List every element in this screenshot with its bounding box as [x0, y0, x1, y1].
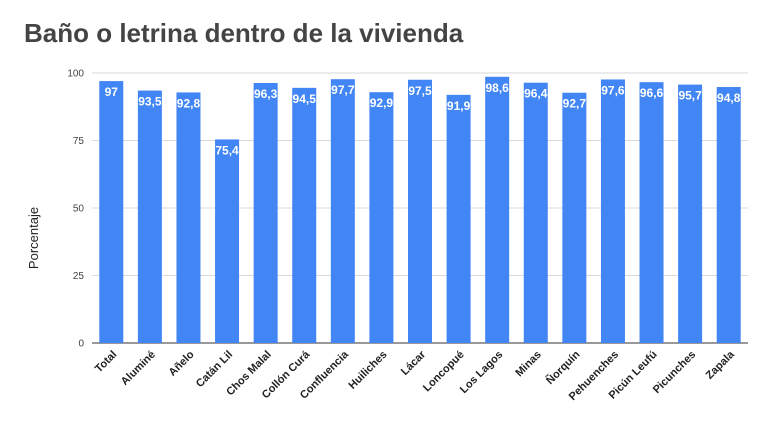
bar: [215, 139, 240, 343]
category-label: Zapala: [704, 348, 738, 382]
data-label: 96,4: [524, 87, 548, 101]
y-tick-label: 0: [78, 339, 84, 350]
bar: [408, 79, 432, 343]
y-axis-label: Porcentaje: [26, 207, 41, 269]
y-tick-label: 50: [73, 204, 85, 215]
bar: [562, 92, 587, 344]
data-label: 75,4: [215, 143, 239, 157]
y-tick-label: 75: [73, 136, 85, 147]
y-tick-label: 100: [67, 69, 84, 80]
data-labels: 97 93,5 92,8 75,4 96,3 94,5 97,7 92,9 97,5 91,9 98…: [105, 81, 741, 158]
data-label: 94,5: [293, 92, 317, 106]
category-label: Lácar: [399, 348, 429, 378]
data-label: 96,6: [640, 86, 664, 100]
data-label: 97,5: [408, 84, 432, 98]
bar: [485, 76, 510, 343]
data-label: 93,5: [138, 95, 162, 109]
data-label: 92,9: [370, 96, 394, 110]
bar: [99, 81, 124, 343]
data-label: 97,6: [601, 83, 625, 97]
data-label: 94,8: [717, 91, 741, 105]
data-label: 97: [105, 85, 119, 99]
category-label: Añelo: [166, 348, 196, 378]
data-label: 92,7: [563, 97, 587, 111]
data-label: 97,7: [331, 83, 355, 97]
chart-title: Baño o letrina dentro de la vivienda: [24, 18, 464, 48]
y-tick-label: 25: [73, 271, 85, 282]
bar: [600, 79, 625, 343]
bar: [523, 82, 548, 343]
data-label: 96,3: [254, 87, 278, 101]
category-label: Total: [93, 349, 119, 375]
bar: [330, 79, 355, 344]
bar: [446, 94, 471, 344]
bar: [176, 92, 201, 343]
data-label: 95,7: [678, 89, 702, 103]
category-label: Ñorquín: [543, 348, 582, 387]
bar: [253, 82, 278, 344]
bar: [292, 87, 317, 343]
data-label: 92,8: [177, 96, 201, 110]
category-label: Minas: [513, 349, 544, 380]
data-label: 91,9: [447, 99, 471, 113]
bars: [99, 76, 741, 344]
category-label: Huiliches: [346, 349, 389, 392]
bar: [716, 87, 741, 343]
bar: [369, 92, 394, 343]
bar: [137, 90, 162, 343]
category-label: Aluminé: [119, 349, 158, 388]
data-label: 98,6: [485, 81, 509, 95]
y-axis-ticks: 0 25 50 75 100: [67, 69, 84, 350]
bar: [678, 84, 703, 344]
bar: [639, 82, 664, 344]
